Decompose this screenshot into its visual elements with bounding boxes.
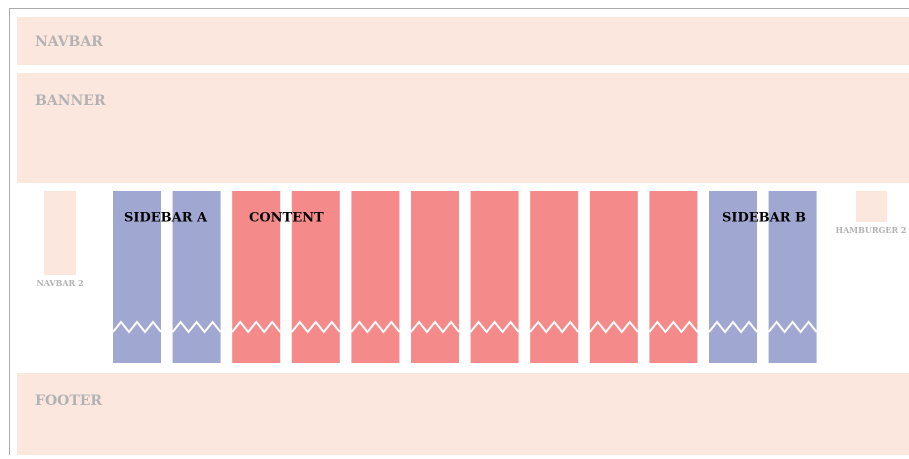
content-column <box>291 191 340 363</box>
content-column <box>351 191 400 363</box>
zigzag <box>469 320 520 334</box>
sidebar-column <box>113 191 161 363</box>
zigzag <box>529 320 579 334</box>
hamburger2 <box>856 191 887 222</box>
content-column <box>232 191 281 363</box>
navbar <box>17 17 909 65</box>
sidebar-column <box>709 191 757 363</box>
zigzag <box>767 320 818 334</box>
content-column <box>589 191 638 363</box>
sidebar-column <box>768 191 817 363</box>
sidebar-a-label: SIDEBAR A <box>124 211 208 226</box>
zigzag <box>171 320 222 334</box>
zigzag <box>231 320 281 334</box>
footer <box>17 373 909 455</box>
sidebar-column <box>172 191 221 363</box>
zigzag <box>291 320 341 334</box>
zigzag <box>350 320 401 334</box>
banner <box>17 73 909 183</box>
zigzag <box>648 320 699 334</box>
content-label: CONTENT <box>249 211 324 226</box>
content-column <box>530 191 579 363</box>
content-column <box>649 191 698 363</box>
columns <box>112 191 818 363</box>
content-column <box>411 191 459 363</box>
content-column <box>470 191 519 363</box>
footer-label: FOOTER <box>35 393 102 409</box>
zigzag <box>708 320 758 334</box>
navbar-label: NAVBAR <box>35 34 103 50</box>
navbar2 <box>44 191 76 275</box>
navbar2-label: NAVBAR 2 <box>36 278 83 288</box>
banner-label: BANNER <box>35 93 106 109</box>
hamburger2-label: HAMBURGER 2 <box>836 225 907 235</box>
zigzag <box>589 320 639 334</box>
zigzag <box>410 320 460 334</box>
sidebar-b-label: SIDEBAR B <box>722 211 806 226</box>
zigzag <box>112 320 162 334</box>
